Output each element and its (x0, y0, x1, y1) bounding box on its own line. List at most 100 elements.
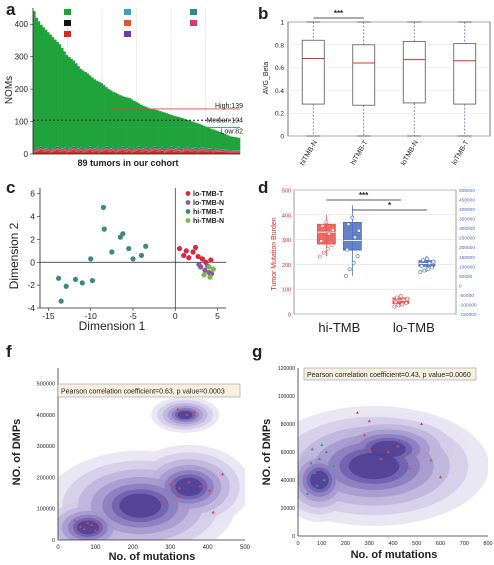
bar-segment-in-frame-del (198, 150, 201, 152)
bar-segment-nonsense (170, 150, 173, 154)
bar-segment-frame-shift-ins (116, 149, 120, 151)
scatter-point (313, 471, 317, 474)
bar-segment-splice-site (77, 148, 80, 149)
legend-label: Missense_Mutation (74, 10, 121, 16)
y-tick-label: 120000 (278, 366, 295, 372)
x-tick-label: 700 (460, 541, 469, 547)
density-contour (348, 452, 400, 480)
bar-segment-in-frame-del (39, 148, 43, 151)
bar-segment-missense (172, 115, 176, 150)
bar-segment-nonsense (133, 151, 136, 154)
bar-segment-missense (198, 123, 201, 149)
bar-segment-missense (53, 39, 57, 148)
bar-segment-splice-site (177, 146, 180, 148)
bar-segment-nonsense (100, 151, 104, 154)
bar-segment-in-frame-del (123, 150, 127, 152)
bar-segment-missense (200, 124, 204, 148)
bar-segment-missense (86, 73, 90, 148)
density-contour (310, 470, 329, 490)
y-tick-label: 500000 (37, 382, 55, 388)
bar-segment-in-frame-del (70, 149, 73, 152)
bar-segment-nonsense (77, 151, 80, 154)
bar-segment-missense (205, 126, 208, 150)
y-tick-label-right: -100000 (459, 302, 477, 308)
bar-segment-frame-shift-ins (216, 149, 220, 151)
x-group-label: lo-TMB (393, 320, 435, 335)
bar-segment-in-frame-del (109, 149, 113, 152)
bar-segment-frame-shift-ins (226, 150, 229, 151)
chart-g-y-axis-label: NO. of DMPs (261, 419, 273, 486)
scatter-point (120, 231, 126, 237)
bar-segment-missense (186, 119, 190, 147)
legend-marker (185, 218, 191, 223)
bar-segment-frame-shift-ins (49, 150, 52, 152)
scatter-point (73, 518, 77, 522)
bar-segment-missense (46, 32, 50, 147)
bar-segment-in-frame-del (63, 148, 66, 151)
bar-segment-nonsense (51, 151, 55, 154)
bar-segment-in-frame-del (49, 151, 52, 153)
scatter-point (332, 464, 336, 467)
scatter-point (93, 528, 97, 532)
bar-segment-missense (109, 90, 113, 149)
bar-segment-missense (184, 119, 187, 148)
scatter-point (192, 244, 199, 251)
y-tick-label: 0 (30, 257, 35, 267)
data-point (424, 256, 429, 261)
bar-segment-nonsense (49, 152, 52, 154)
bar-segment-missense (137, 103, 141, 147)
bar-segment-missense (207, 127, 211, 149)
bar-segment-splice-site (135, 147, 138, 149)
bar-segment-splice-site (153, 146, 157, 147)
x-tick-label: 100 (90, 545, 101, 551)
bar-segment-in-frame-del (107, 150, 111, 152)
bar-segment-nonsense (195, 152, 199, 154)
bar-segment-in-frame-del (191, 149, 194, 152)
bar-segment-frame-shift-ins (112, 147, 115, 149)
scatter-point (208, 257, 214, 263)
chart-g-x-axis-label: No. of mutations (351, 549, 438, 561)
data-point (325, 246, 330, 251)
bar-segment-missense (121, 96, 125, 147)
bar-segment-nonsense (130, 152, 134, 154)
bar-segment-nonsense (119, 151, 122, 154)
bar-segment-nonsense (139, 151, 143, 154)
bar-segment-frame-shift-ins (39, 146, 43, 149)
bar-segment-splice-site (142, 148, 145, 149)
scatter-point (386, 450, 390, 453)
data-point (404, 301, 408, 306)
bar-segment-splice-site (181, 148, 185, 150)
panel-label-g: g (252, 342, 263, 361)
x-tick-label: 0 (173, 311, 178, 321)
scatter-point (367, 447, 371, 451)
bar-segment-in-frame-del (142, 149, 145, 152)
y-tick-label: 20000 (281, 506, 296, 512)
y-tick-label-right: 500000 (459, 188, 475, 194)
y-tick-label-right: 300000 (459, 226, 475, 232)
bar-segment-missense (230, 136, 234, 151)
bar-segment-missense (81, 70, 85, 151)
bar-segment-nonsense (151, 151, 155, 154)
bar-segment-frame-shift-ins (174, 148, 178, 150)
bar-segment-in-frame-del (228, 151, 231, 153)
bar-segment-frame-shift-ins (167, 148, 171, 150)
bar-segment-frame-shift-ins (123, 149, 127, 151)
bar-segment-nonsense (135, 151, 138, 154)
bar-segment-in-frame-del (128, 148, 131, 151)
x-tick-label: 800 (483, 541, 492, 547)
bar-segment-in-frame-del (114, 151, 118, 153)
bar-segment-in-frame-del (139, 150, 143, 152)
bar-segment-missense (228, 136, 231, 151)
bar-segment-missense (188, 120, 192, 150)
reference-line-label: High:139 (215, 103, 243, 110)
bar-segment-in-frame-del (153, 148, 157, 151)
bar-segment-splice-site (60, 148, 64, 149)
panel-label-d: d (258, 178, 269, 197)
bar-segment-missense (56, 41, 59, 147)
bar-segment-missense (126, 97, 129, 149)
bar-segment-missense (223, 134, 227, 150)
bar-segment-nonsense (144, 150, 148, 154)
bar-segment-in-frame-del (137, 148, 141, 151)
x-tick-label: 0 (296, 541, 299, 547)
scatter-point (198, 484, 202, 488)
